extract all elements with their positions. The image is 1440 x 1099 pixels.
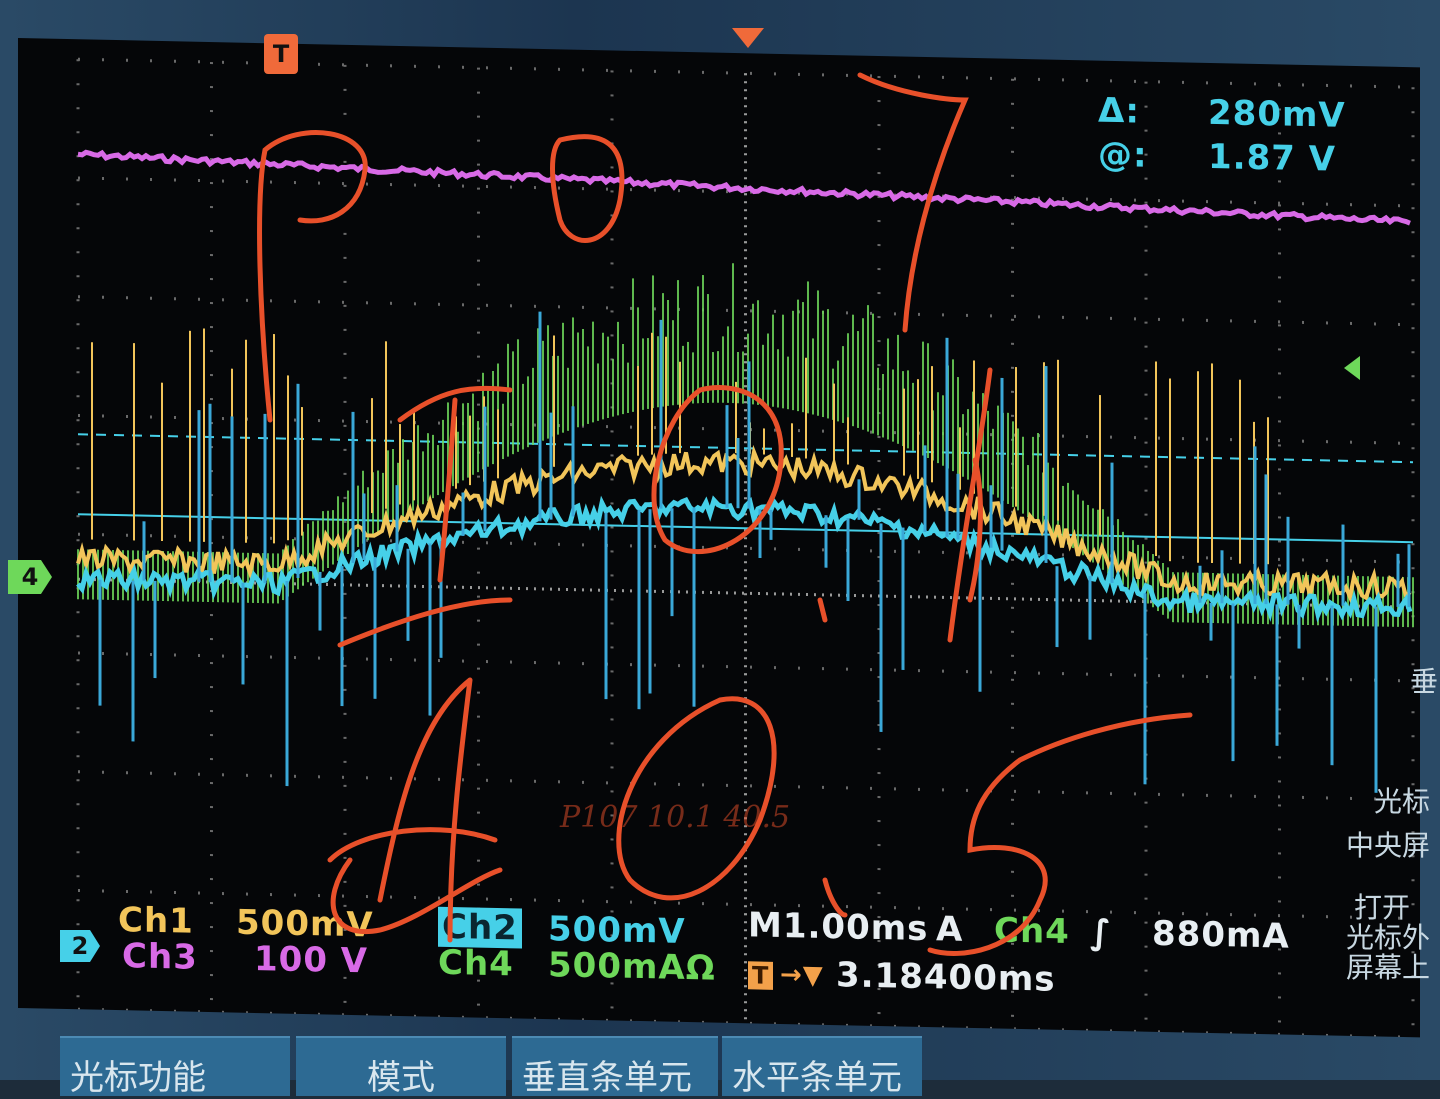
timebase: M1.00ms bbox=[748, 905, 929, 950]
trigger-mode: A bbox=[936, 909, 964, 950]
trigger-time-marker-icon[interactable] bbox=[732, 28, 764, 48]
side-menu-item[interactable]: 屏幕上 bbox=[1345, 951, 1430, 984]
handwritten-note: P107 10.1 40.5 bbox=[560, 800, 791, 835]
waveform-display bbox=[76, 57, 1415, 1038]
menu-mode[interactable]: 模式 bbox=[296, 1036, 506, 1098]
menu-horizontal-bar-units[interactable]: 水平条单元 bbox=[722, 1036, 922, 1098]
ch3-name: Ch3 bbox=[122, 936, 198, 978]
at-label: @: bbox=[1098, 134, 1148, 176]
ch4-scale: 500mAΩ bbox=[548, 945, 716, 989]
side-menu-item[interactable]: 光标外 bbox=[1345, 921, 1430, 954]
side-menu-item[interactable]: 垂 bbox=[1409, 665, 1438, 698]
trigger-offset-arrow: →▼ bbox=[780, 959, 824, 991]
ch4-name: Ch4 bbox=[438, 942, 514, 985]
delta-label: Δ: bbox=[1098, 90, 1140, 132]
trigger-offset-value: 3.18400ms bbox=[836, 955, 1056, 1000]
trigger-position-marker[interactable]: T bbox=[264, 34, 298, 74]
trigger-level-marker-icon[interactable] bbox=[1344, 356, 1360, 380]
at-value: 1.87 V bbox=[1208, 136, 1337, 180]
trigger-slope-icon: ∫ bbox=[1090, 912, 1112, 953]
ch4-ground-marker[interactable]: 4 bbox=[8, 560, 52, 594]
ch3-scale: 100 V bbox=[254, 938, 369, 982]
bottom-menu: 光标功能 模式 垂直条单元 水平条单元 bbox=[0, 1030, 1440, 1098]
grid-line bbox=[78, 295, 1413, 327]
delta-value: 280mV bbox=[1208, 92, 1346, 136]
trigger-level: 880mA bbox=[1152, 913, 1290, 957]
side-menu-item[interactable]: 打开 bbox=[1353, 891, 1410, 924]
trigger-source: Ch4 bbox=[994, 910, 1070, 953]
side-menu-item[interactable]: 光标 bbox=[1373, 785, 1430, 818]
menu-cursor-function[interactable]: 光标功能 bbox=[60, 1036, 290, 1098]
trigger-offset-icon: T bbox=[748, 961, 774, 990]
menu-vertical-bar-units[interactable]: 垂直条单元 bbox=[512, 1036, 718, 1098]
side-menu-item[interactable]: 中央屏 bbox=[1345, 829, 1430, 862]
oscilloscope-screen: Δ: 280mV @: 1.87 V Ch1 500mV Ch2 500mV C… bbox=[18, 38, 1420, 1038]
